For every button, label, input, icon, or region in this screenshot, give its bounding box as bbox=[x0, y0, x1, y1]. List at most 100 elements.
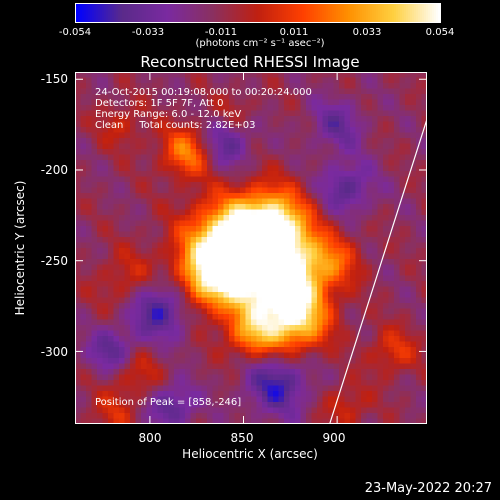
heatmap-cell bbox=[135, 358, 142, 364]
heatmap-cell bbox=[311, 396, 318, 403]
heatmap-cell bbox=[383, 391, 389, 397]
heatmap-cell bbox=[91, 242, 98, 249]
heatmap-cell bbox=[179, 380, 186, 386]
heatmap-cell bbox=[223, 314, 230, 320]
heatmap-cell bbox=[289, 242, 296, 249]
heatmap-cell bbox=[399, 209, 406, 216]
heatmap-cell bbox=[179, 182, 186, 188]
heatmap-cell bbox=[333, 308, 340, 315]
colorbar-segment bbox=[246, 4, 249, 22]
heatmap-cell bbox=[201, 385, 208, 392]
heatmap-cell bbox=[80, 292, 87, 298]
heatmap-cell bbox=[251, 413, 257, 419]
heatmap-cell bbox=[300, 413, 307, 419]
heatmap-cell bbox=[75, 149, 81, 155]
heatmap-cell bbox=[196, 231, 202, 238]
heatmap-cell bbox=[328, 237, 334, 243]
heatmap-cell bbox=[372, 242, 378, 249]
heatmap-cell bbox=[146, 132, 153, 139]
heatmap-cell bbox=[372, 325, 378, 331]
heatmap-cell bbox=[152, 154, 158, 161]
heatmap-cell bbox=[262, 220, 268, 227]
heatmap-cell bbox=[322, 154, 329, 161]
heatmap-cell bbox=[207, 215, 213, 221]
heatmap-cell bbox=[130, 319, 136, 326]
heatmap-cell bbox=[416, 297, 422, 304]
heatmap-cell bbox=[350, 248, 356, 254]
heatmap-cell bbox=[229, 99, 235, 106]
heatmap-cell bbox=[141, 253, 147, 260]
heatmap-cell bbox=[207, 358, 213, 364]
heatmap-cell bbox=[135, 292, 142, 298]
heatmap-cell bbox=[80, 259, 87, 265]
heatmap-cell bbox=[372, 314, 378, 320]
heatmap-cell bbox=[416, 391, 422, 397]
heatmap-cell bbox=[229, 253, 235, 260]
heatmap-cell bbox=[333, 358, 340, 364]
heatmap-cell bbox=[168, 215, 175, 221]
heatmap-cell bbox=[234, 264, 241, 271]
heatmap-cell bbox=[97, 391, 103, 397]
heatmap-cell bbox=[267, 226, 274, 232]
heatmap-cell bbox=[306, 138, 312, 144]
heatmap-cell bbox=[311, 336, 318, 342]
heatmap-cell bbox=[273, 138, 279, 144]
heatmap-cell bbox=[372, 264, 378, 271]
heatmap-cell bbox=[75, 253, 81, 260]
heatmap-cell bbox=[278, 264, 285, 271]
heatmap-cell bbox=[300, 72, 307, 78]
heatmap-cell bbox=[91, 363, 98, 370]
heatmap-cell bbox=[311, 330, 318, 337]
heatmap-cell bbox=[383, 204, 389, 210]
heatmap-cell bbox=[328, 275, 334, 282]
heatmap-cell bbox=[245, 369, 252, 375]
heatmap-cell bbox=[344, 286, 351, 293]
heatmap-cell bbox=[113, 396, 120, 403]
heatmap-cell bbox=[344, 347, 351, 353]
heatmap-cell bbox=[229, 204, 235, 210]
heatmap-cell bbox=[185, 94, 191, 100]
heatmap-cell bbox=[124, 182, 131, 188]
heatmap-cell bbox=[416, 292, 422, 298]
heatmap-cell bbox=[80, 248, 87, 254]
colorbar-segment bbox=[250, 4, 253, 22]
heatmap-cell bbox=[80, 330, 87, 337]
heatmap-cell bbox=[394, 182, 400, 188]
heatmap-cell bbox=[80, 275, 87, 282]
heatmap-cell bbox=[251, 116, 257, 122]
heatmap-cell bbox=[97, 358, 103, 364]
heatmap-cell bbox=[135, 275, 142, 282]
heatmap-cell bbox=[317, 418, 323, 424]
colorbar-segment bbox=[236, 4, 239, 22]
heatmap-cell bbox=[361, 198, 367, 205]
heatmap-cell bbox=[322, 385, 329, 392]
heatmap-cell bbox=[163, 396, 169, 403]
heatmap-cell bbox=[372, 171, 378, 177]
heatmap-cell bbox=[355, 165, 362, 172]
heatmap-cell bbox=[135, 319, 142, 326]
heatmap-cell bbox=[245, 352, 252, 359]
heatmap-cell bbox=[410, 105, 417, 111]
heatmap-cell bbox=[394, 330, 400, 337]
heatmap-cell bbox=[190, 215, 197, 221]
heatmap-cell bbox=[355, 259, 362, 265]
colorbar-segment bbox=[242, 4, 245, 22]
heatmap-cell bbox=[306, 303, 312, 309]
heatmap-cell bbox=[377, 297, 384, 304]
heatmap-cell bbox=[223, 231, 230, 238]
heatmap-cell bbox=[350, 231, 356, 238]
heatmap-cell bbox=[333, 154, 340, 161]
heatmap-cell bbox=[91, 352, 98, 359]
heatmap-cell bbox=[234, 297, 241, 304]
heatmap-cell bbox=[168, 149, 175, 155]
colorbar-segment bbox=[434, 4, 437, 22]
heatmap-cell bbox=[295, 347, 301, 353]
heatmap-cell bbox=[289, 121, 296, 128]
heatmap-cell bbox=[91, 121, 98, 128]
heatmap-cell bbox=[190, 88, 197, 95]
heatmap-cell bbox=[113, 165, 120, 172]
heatmap-cell bbox=[262, 204, 268, 210]
heatmap-cell bbox=[366, 292, 373, 298]
heatmap-cell bbox=[212, 369, 219, 375]
heatmap-cell bbox=[377, 402, 384, 408]
